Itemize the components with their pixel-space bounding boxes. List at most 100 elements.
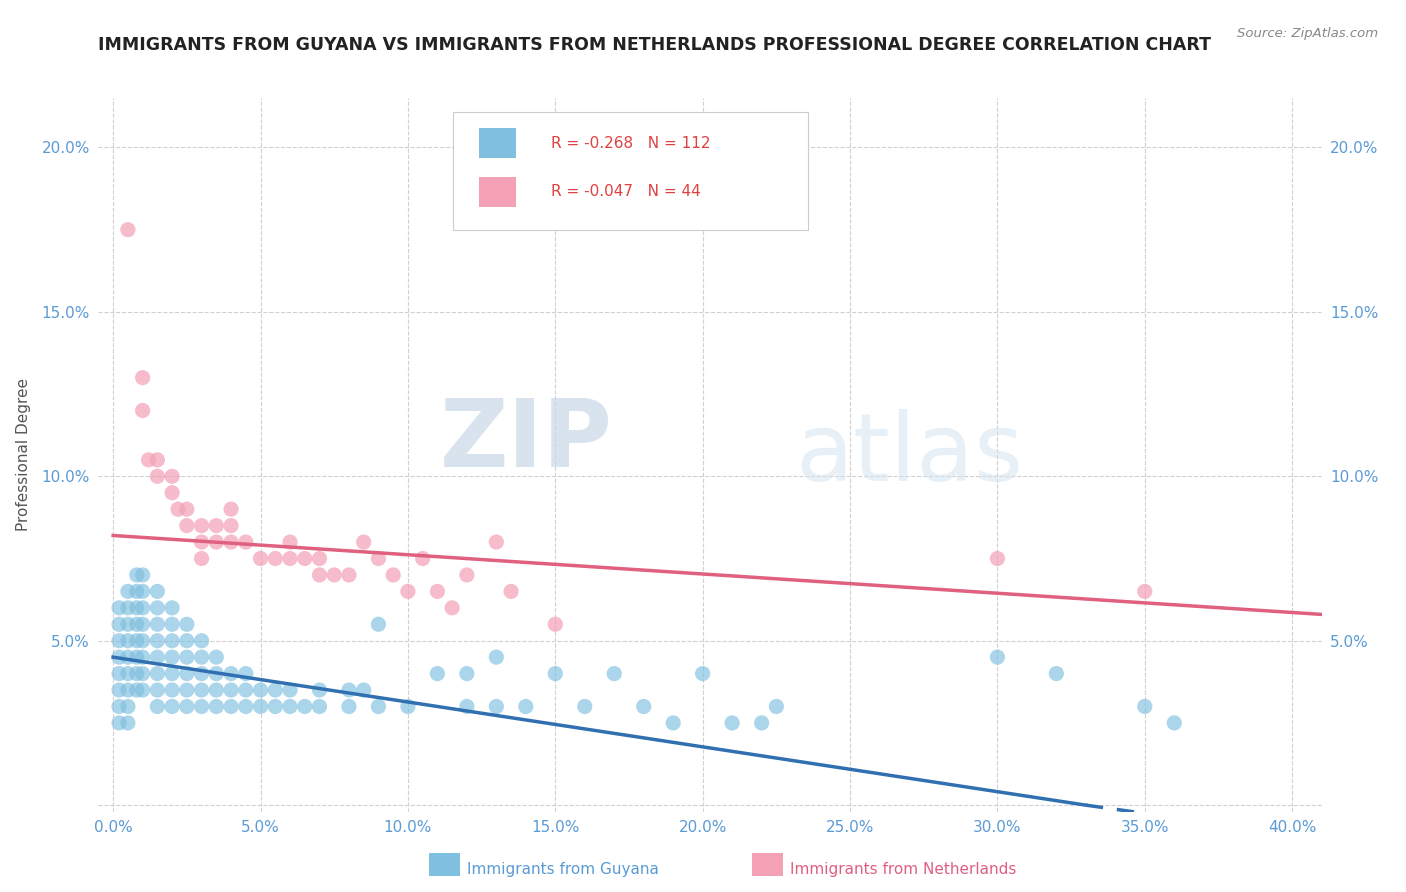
Point — [146, 633, 169, 648]
Point — [219, 666, 242, 681]
Y-axis label: Professional Degree: Professional Degree — [15, 378, 31, 532]
Point — [160, 617, 183, 632]
Point — [456, 568, 478, 582]
Point — [986, 650, 1008, 665]
Point — [131, 650, 153, 665]
Point — [108, 715, 131, 730]
Point — [131, 666, 153, 681]
Point — [131, 617, 153, 632]
Point — [125, 584, 148, 599]
Point — [146, 666, 169, 681]
Point — [337, 699, 360, 714]
Point — [441, 600, 464, 615]
Point — [146, 617, 169, 632]
FancyBboxPatch shape — [453, 112, 808, 230]
Point — [278, 699, 301, 714]
Point — [131, 584, 153, 599]
Point — [205, 666, 228, 681]
Point — [1163, 715, 1185, 730]
Point — [117, 600, 139, 615]
Text: atlas: atlas — [796, 409, 1024, 501]
Point — [235, 699, 257, 714]
Point — [353, 683, 375, 698]
Point — [205, 683, 228, 698]
Point — [485, 650, 508, 665]
Point — [125, 633, 148, 648]
Point — [367, 617, 389, 632]
Point — [396, 584, 419, 599]
Point — [205, 535, 228, 549]
Point — [205, 650, 228, 665]
Point — [353, 535, 375, 549]
Point — [108, 683, 131, 698]
Point — [131, 370, 153, 384]
Point — [765, 699, 787, 714]
Text: Immigrants from Netherlands: Immigrants from Netherlands — [790, 863, 1017, 877]
Point — [146, 699, 169, 714]
Point — [117, 666, 139, 681]
Point — [146, 650, 169, 665]
Point — [426, 584, 449, 599]
Point — [294, 699, 316, 714]
Point — [108, 699, 131, 714]
Point — [249, 551, 271, 566]
Point — [131, 403, 153, 417]
Point — [367, 699, 389, 714]
Point — [160, 666, 183, 681]
Point — [125, 568, 148, 582]
Point — [308, 551, 330, 566]
Point — [160, 469, 183, 483]
Point — [249, 683, 271, 698]
Point — [485, 535, 508, 549]
Point — [146, 453, 169, 467]
Point — [1133, 584, 1156, 599]
Point — [264, 699, 287, 714]
Point — [138, 453, 160, 467]
Point — [117, 683, 139, 698]
Point — [456, 699, 478, 714]
Point — [160, 699, 183, 714]
Point — [190, 699, 212, 714]
Point — [125, 650, 148, 665]
Point — [176, 617, 198, 632]
Point — [176, 650, 198, 665]
Text: Immigrants from Guyana: Immigrants from Guyana — [467, 863, 658, 877]
Point — [1133, 699, 1156, 714]
Point — [219, 502, 242, 516]
Text: R = -0.268   N = 112: R = -0.268 N = 112 — [551, 136, 710, 151]
Point — [721, 715, 744, 730]
Point — [633, 699, 655, 714]
Point — [249, 699, 271, 714]
Point — [108, 600, 131, 615]
Point — [131, 683, 153, 698]
Point — [692, 666, 714, 681]
Point — [308, 699, 330, 714]
Point — [117, 222, 139, 236]
Point — [176, 683, 198, 698]
Point — [278, 683, 301, 698]
Point — [205, 699, 228, 714]
Point — [264, 551, 287, 566]
Point — [574, 699, 596, 714]
Point — [294, 551, 316, 566]
Point — [412, 551, 434, 566]
Point — [751, 715, 773, 730]
Point — [544, 617, 567, 632]
Point — [190, 551, 212, 566]
Point — [205, 518, 228, 533]
Point — [176, 518, 198, 533]
Point — [190, 683, 212, 698]
Point — [337, 683, 360, 698]
Point — [190, 633, 212, 648]
Point — [219, 518, 242, 533]
Point — [160, 600, 183, 615]
Point — [108, 650, 131, 665]
Point — [382, 568, 405, 582]
Point — [125, 600, 148, 615]
Point — [146, 469, 169, 483]
Point — [176, 502, 198, 516]
Point — [108, 633, 131, 648]
Point — [337, 568, 360, 582]
Point — [190, 535, 212, 549]
Text: ZIP: ZIP — [439, 394, 612, 487]
